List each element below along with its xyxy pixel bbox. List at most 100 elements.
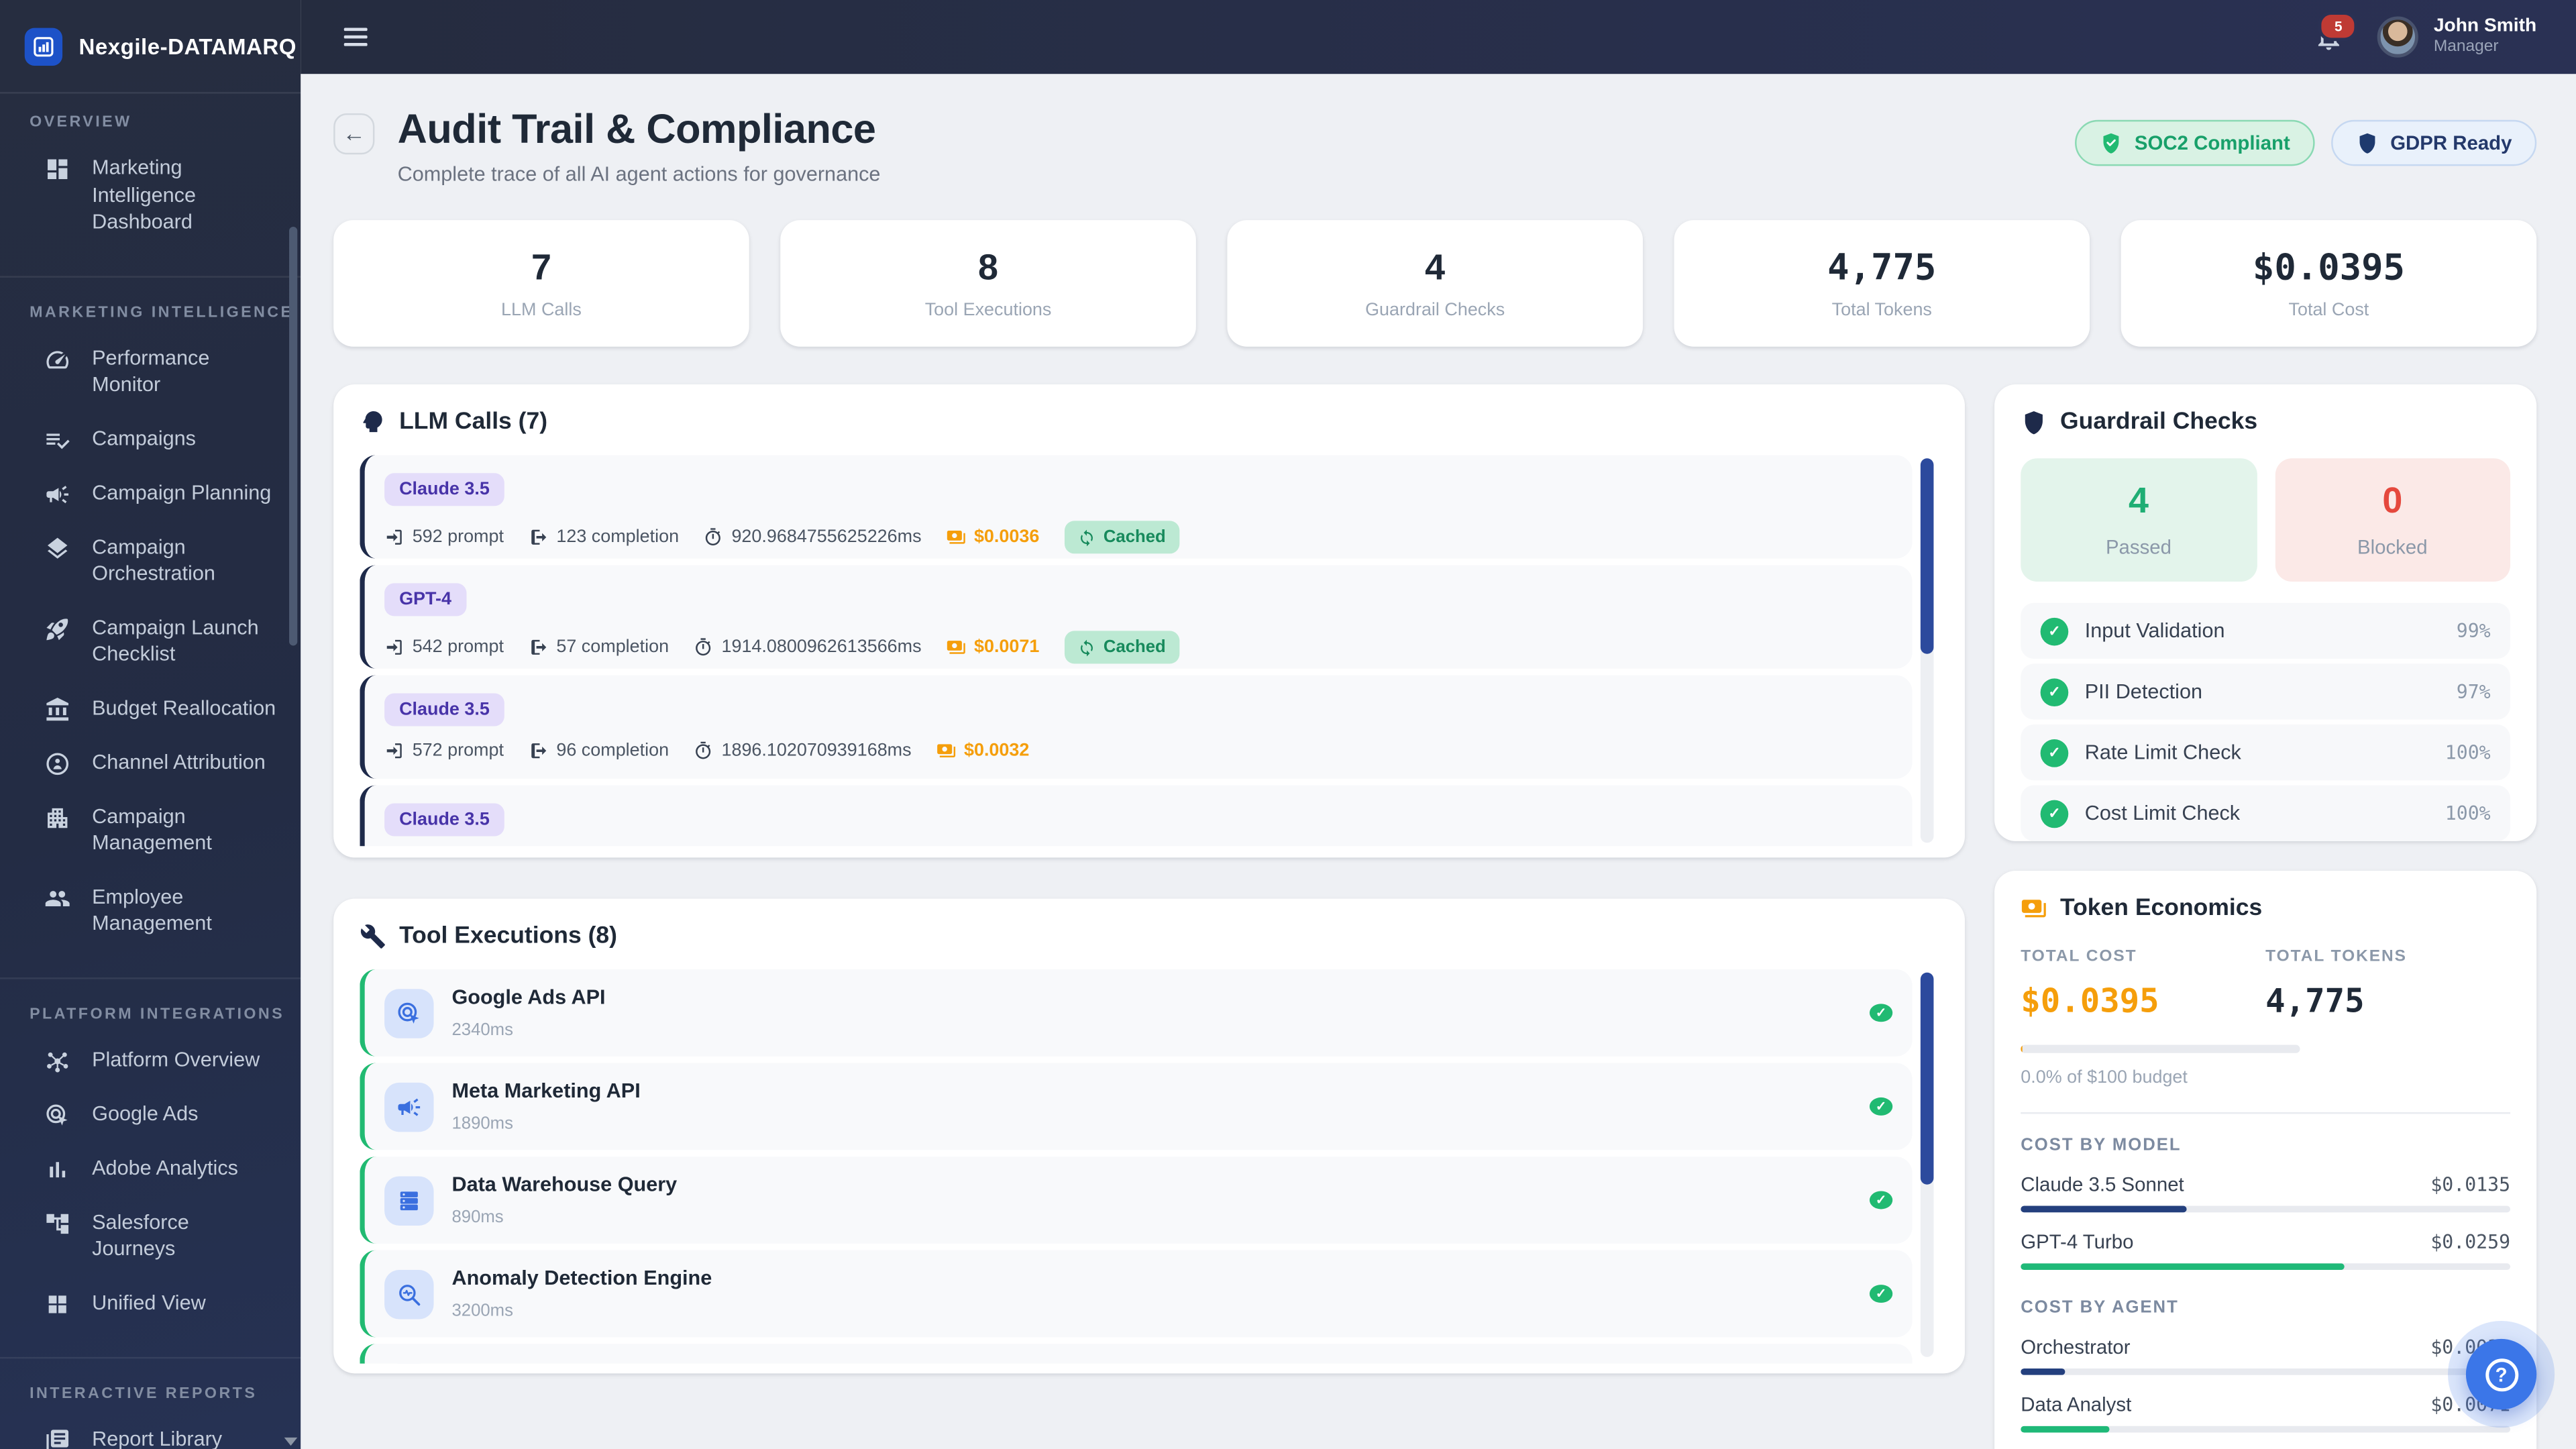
sidebar-scroll-down-arrow[interactable]: [284, 1437, 298, 1446]
sidebar-item-label: Campaign Planning: [92, 480, 272, 504]
success-check-icon: ✓: [1869, 1285, 1893, 1303]
llm-calls-scrollbar[interactable]: [1920, 458, 1934, 843]
back-button[interactable]: ←: [333, 113, 375, 155]
prompt-tokens: 572 prompt: [412, 741, 504, 761]
llm-call-row[interactable]: Claude 3.5 592 prompt 123 completion 920…: [360, 455, 1913, 559]
app-logo: [24, 27, 63, 65]
llm-call-row[interactable]: GPT-4 542 prompt 57 completion 1914.0800…: [360, 565, 1913, 669]
user-name: John Smith: [2433, 15, 2537, 36]
sidebar-scrollbar[interactable]: [289, 226, 298, 646]
tool-execution-row[interactable]: Vector Search (RAG): [360, 1344, 1913, 1364]
token-economics-title: Token Economics: [2060, 895, 2263, 922]
tool-executions-panel: Tool Executions (8) Google Ads API 2340m…: [333, 898, 1965, 1374]
check-circle-icon: ✓: [2040, 678, 2069, 706]
tool-execution-row[interactable]: Data Warehouse Query 890ms ✓: [360, 1157, 1913, 1244]
refresh-icon: [1077, 528, 1095, 546]
sidebar-section-interactive-reports: INTERACTIVE REPORTS Report Library Repor…: [0, 1356, 301, 1449]
sidebar-item-campaign-planning[interactable]: Campaign Planning: [0, 466, 301, 520]
cost-icon: [946, 637, 965, 657]
check-circle-icon: ✓: [2040, 738, 2069, 767]
badge-label: GDPR Ready: [2390, 131, 2512, 155]
sidebar-item-google-ads[interactable]: Google Ads: [0, 1087, 301, 1141]
sidebar-item-label: Adobe Analytics: [92, 1155, 238, 1179]
attribution-icon: [44, 750, 70, 776]
sidebar-item-campaigns[interactable]: Campaigns: [0, 411, 301, 466]
model-cost-bar: [2021, 1205, 2188, 1213]
llm-calls-list: Claude 3.5 592 prompt 123 completion 920…: [360, 455, 1913, 847]
sidebar-item-unified-view[interactable]: Unified View: [0, 1276, 301, 1330]
stat-value: $0.0395: [2252, 247, 2405, 288]
blocked-count: 0: [2382, 480, 2403, 521]
sidebar-item-campaign-management[interactable]: Campaign Management: [0, 790, 301, 870]
sidebar-item-label: Campaign Orchestration: [92, 535, 215, 585]
sidebar-header: Nexgile-DATAMARQ: [0, 0, 301, 94]
guardrail-check-row: ✓ Input Validation 99%: [2021, 602, 2511, 659]
cached-badge: Cached: [1064, 521, 1179, 554]
sidebar-item-channel-attribution[interactable]: Channel Attribution: [0, 735, 301, 790]
sidebar-item-platform-overview[interactable]: Platform Overview: [0, 1032, 301, 1087]
sidebar-item-report-library[interactable]: Report Library: [0, 1412, 301, 1449]
guardrail-checks-title: Guardrail Checks: [2060, 409, 2258, 435]
llm-call-row[interactable]: Claude 3.5 572 prompt 96 completion 1896…: [360, 675, 1913, 779]
sidebar-item-label: Salesforce Journeys: [92, 1210, 189, 1260]
sidebar-item-campaign-launch-checklist[interactable]: Campaign Launch Checklist: [0, 600, 301, 681]
blocked-label: Blocked: [2357, 535, 2428, 559]
llm-calls-scrollbar-thumb[interactable]: [1920, 458, 1934, 655]
notifications-button[interactable]: 5: [2314, 11, 2359, 53]
hub-icon: [44, 1047, 70, 1073]
brand-name: Nexgile-DATAMARQ: [78, 34, 297, 58]
stat-card-tool-executions: 8 Tool Executions: [780, 220, 1196, 347]
llm-call-row[interactable]: Claude 3.5 585 prompt 113 completion 266…: [360, 785, 1913, 847]
sidebar-section-platform-integrations: PLATFORM INTEGRATIONS Platform Overview …: [0, 976, 301, 1330]
timer-icon: [694, 637, 713, 657]
sidebar-item-label: Platform Overview: [92, 1047, 260, 1071]
help-button[interactable]: ?: [2465, 1338, 2537, 1410]
sidebar-item-adobe-analytics[interactable]: Adobe Analytics: [0, 1141, 301, 1195]
model-badge: Claude 3.5: [384, 693, 504, 727]
call-cost: $0.0071: [973, 637, 1040, 657]
prompt-in-icon: [384, 741, 404, 760]
sidebar-item-label: Channel Attribution: [92, 749, 266, 773]
completion-tokens: 96 completion: [556, 741, 669, 761]
sidebar-item-salesforce-journeys[interactable]: Salesforce Journeys: [0, 1195, 301, 1276]
ai-head-icon: [360, 409, 386, 435]
check-circle-icon: ✓: [2040, 616, 2069, 645]
hamburger-icon: [340, 21, 372, 53]
latency: 1896.102070939168ms: [721, 741, 912, 761]
sidebar-item-marketing-intelligence-dashboard[interactable]: Marketing Intelligence Dashboard: [0, 142, 301, 249]
shield-icon: [2021, 409, 2047, 435]
success-check-icon: ✓: [1869, 1191, 1893, 1210]
sidebar-item-employee-management[interactable]: Employee Management: [0, 870, 301, 951]
sidebar: Nexgile-DATAMARQ OVERVIEW Marketing Inte…: [0, 0, 301, 1449]
tool-executions-title: Tool Executions (8): [399, 923, 618, 950]
llm-calls-panel: LLM Calls (7) Claude 3.5 592 prompt 123 …: [333, 384, 1965, 858]
database-icon: [396, 1187, 422, 1213]
main-area: 5 John Smith Manager ← Audit Trail & Com…: [301, 0, 2576, 1449]
success-check-icon: ✓: [1869, 1097, 1893, 1116]
list-check-icon: [44, 427, 70, 453]
tool-execution-row[interactable]: Anomaly Detection Engine 3200ms ✓: [360, 1250, 1913, 1338]
help-icon: ?: [2485, 1358, 2518, 1391]
cost-icon: [936, 741, 955, 760]
sidebar-item-campaign-orchestration[interactable]: Campaign Orchestration: [0, 520, 301, 600]
user-menu[interactable]: John Smith Manager: [2377, 15, 2537, 58]
check-name: PII Detection: [2084, 680, 2203, 704]
menu-toggle-button[interactable]: [340, 21, 372, 53]
model-badge: GPT-4: [384, 583, 467, 616]
model-cost: $0.0259: [2430, 1230, 2511, 1254]
sidebar-section-label: PLATFORM INTEGRATIONS: [30, 1004, 285, 1023]
sidebar-item-budget-reallocation[interactable]: Budget Reallocation: [0, 681, 301, 735]
sidebar-section-label: MARKETING INTELLIGENCE: [30, 303, 294, 321]
cost-by-model-row: Claude 3.5 Sonnet $0.0135: [2021, 1173, 2511, 1213]
sidebar-item-performance-monitor[interactable]: Performance Monitor: [0, 331, 301, 411]
passed-label: Passed: [2105, 535, 2171, 559]
tool-execution-row[interactable]: Google Ads API 2340ms ✓: [360, 969, 1913, 1057]
model-cost: $0.0135: [2430, 1173, 2511, 1196]
tool-executions-scrollbar[interactable]: [1920, 972, 1934, 1357]
stat-value: 4,775: [1827, 247, 1937, 288]
check-rate: 100%: [2445, 741, 2491, 764]
budget-progress-fill: [2021, 1044, 2022, 1053]
tool-executions-scrollbar-thumb[interactable]: [1920, 972, 1934, 1184]
tool-execution-row[interactable]: Meta Marketing API 1890ms ✓: [360, 1063, 1913, 1150]
cost-icon: [946, 527, 965, 547]
